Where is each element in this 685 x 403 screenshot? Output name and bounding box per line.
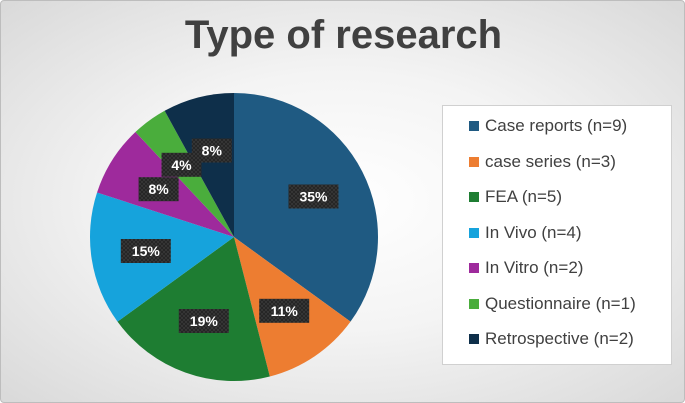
data-label-text: 15% <box>132 243 161 259</box>
data-labels: 35%11%19%15%8%4%8% <box>120 138 339 333</box>
data-label-case-reports: 35% <box>288 184 339 209</box>
legend-item-questionnaire: Questionnaire (n=1) <box>469 292 636 316</box>
legend-swatch <box>469 263 479 273</box>
legend-swatch <box>469 227 479 238</box>
data-label-text: 11% <box>271 303 299 319</box>
legend-item-fea: FEA (n=5) <box>469 185 562 209</box>
legend-label: FEA (n=5) <box>485 187 563 206</box>
legend-label: In Vitro (n=2) <box>485 258 584 277</box>
pie-slices <box>90 93 379 382</box>
data-label-in-vitro: 8% <box>138 177 179 202</box>
data-label-text: 8% <box>148 181 169 197</box>
legend-label: Case reports (n=9) <box>485 116 628 135</box>
legend-item-case-reports: Case reports (n=9) <box>469 114 627 138</box>
legend-item-case-series: case series (n=3) <box>469 150 616 174</box>
legend-swatch <box>469 334 479 344</box>
data-label-text: 35% <box>299 189 328 205</box>
data-label-box <box>138 177 179 202</box>
legend-item-in-vivo: In Vivo (n=4) <box>469 221 582 245</box>
legend: Case reports (n=9) case series (n=3) FEA (… <box>442 105 672 365</box>
legend-item-in-vitro: In Vitro (n=2) <box>469 256 583 280</box>
data-label-box <box>120 239 171 263</box>
data-label-box <box>191 138 232 163</box>
data-label-box <box>178 309 229 333</box>
legend-swatch <box>469 156 479 167</box>
data-label-text: 4% <box>171 157 192 173</box>
legend-label: case series (n=3) <box>485 151 616 171</box>
legend-swatch <box>469 121 479 131</box>
data-label-box <box>259 298 310 323</box>
data-label-text: 8% <box>202 143 223 159</box>
data-label-fea: 19% <box>178 309 229 333</box>
data-label-box <box>288 184 339 209</box>
legend-swatch <box>469 298 479 309</box>
chart-title: Type of research <box>184 13 503 57</box>
data-label-retrospective: 8% <box>191 138 232 163</box>
legend-item-retrospective: Retrospective (n=2) <box>469 327 634 351</box>
data-label-case-series: 11% <box>259 298 310 323</box>
data-label-text: 19% <box>190 313 219 329</box>
legend-swatch <box>469 192 479 202</box>
legend-label: Retrospective (n=2) <box>485 329 634 348</box>
legend-label: In Vivo (n=4) <box>485 222 582 242</box>
data-label-in-vivo: 15% <box>120 239 171 263</box>
legend-label: Questionnaire (n=1) <box>485 293 636 313</box>
